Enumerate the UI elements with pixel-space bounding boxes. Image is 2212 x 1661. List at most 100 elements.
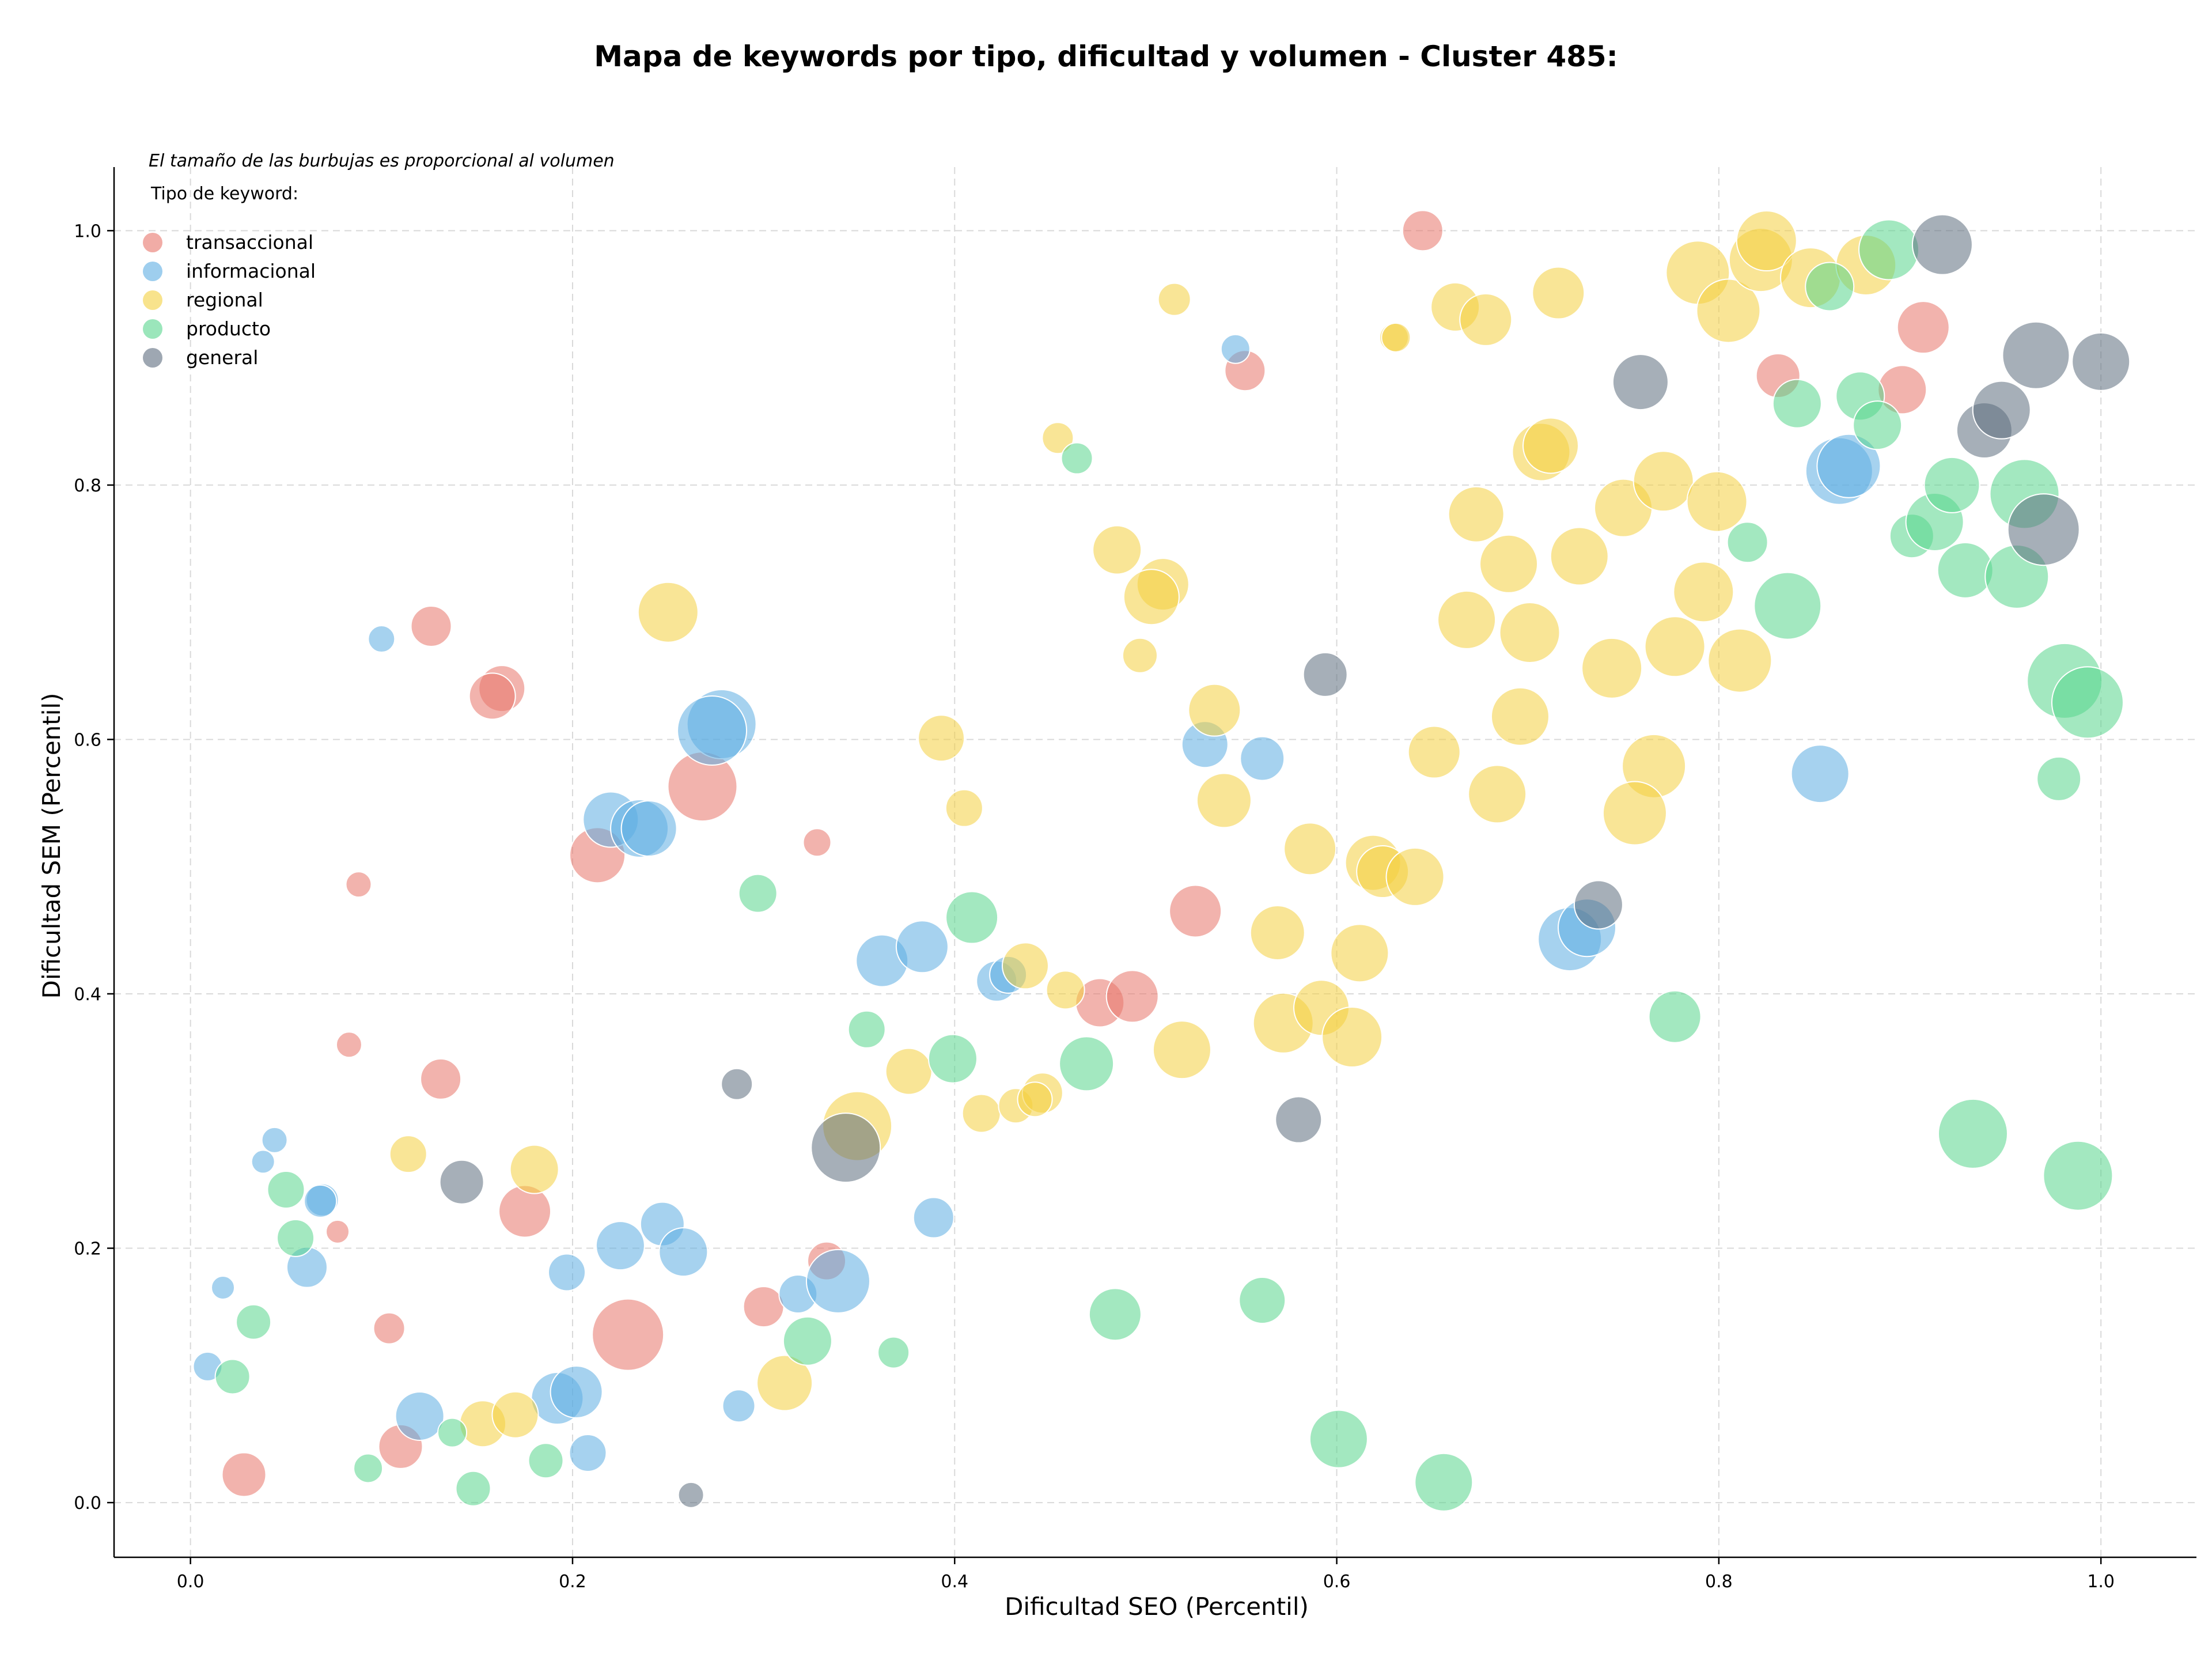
bubble-general <box>1972 380 2031 440</box>
bubble-informacional <box>304 1184 338 1218</box>
y-tick-label: 1.0 <box>74 221 101 241</box>
bubble-regional <box>1479 534 1539 593</box>
bubble-transaccional <box>345 871 372 898</box>
series-regional <box>389 210 1897 1448</box>
bubble-producto <box>1648 990 1702 1043</box>
bubble-producto <box>214 1359 251 1395</box>
bubble-regional <box>1041 422 1074 455</box>
bubble-regional <box>1017 1081 1053 1118</box>
x-tick-label: 0.2 <box>559 1572 586 1592</box>
legend-label-producto: producto <box>186 317 271 340</box>
y-tick-label: 0.8 <box>74 476 101 496</box>
bubble-producto <box>1309 1409 1368 1469</box>
legend: El tamaño de las burbujas es proporciona… <box>143 151 615 369</box>
bubble-informacional <box>550 1365 603 1419</box>
bubble-producto <box>782 1316 832 1366</box>
bubble-transaccional <box>1402 210 1444 252</box>
bubble-regional <box>1188 683 1241 737</box>
series-producto <box>214 219 2124 1512</box>
legend-marker-producto <box>143 319 162 339</box>
bubble-producto <box>1726 521 1768 563</box>
bubble-producto <box>2051 666 2124 739</box>
bubble-regional <box>491 1391 539 1439</box>
legend-label-general: general <box>186 346 258 369</box>
legend-marker-informacional <box>143 262 162 281</box>
bubble-informacional <box>1240 736 1285 781</box>
bubble-regional <box>1196 773 1252 828</box>
bubble-regional <box>1092 525 1142 575</box>
x-tick-label: 0.8 <box>1705 1572 1733 1592</box>
bubble-regional <box>1602 781 1667 846</box>
bubble-regional <box>1490 687 1550 746</box>
y-tick-label: 0.0 <box>74 1493 101 1514</box>
axes: 0.0 0.2 0.4 0.6 0.8 1.0 0.0 0.2 0.4 0.6 0.8 1.0 <box>74 167 2196 1592</box>
bubble-general <box>1302 652 1348 697</box>
bubble-regional <box>1707 628 1772 693</box>
legend-marker-general <box>143 348 162 368</box>
legend-label-informacional: informacional <box>186 260 316 282</box>
bubble-producto <box>1772 379 1822 429</box>
bubble-informacional <box>677 695 748 766</box>
bubble-regional <box>1459 293 1513 346</box>
legend-label-regional: regional <box>186 289 263 311</box>
bubble-regional <box>1157 282 1191 316</box>
bubble-regional <box>1696 278 1761 343</box>
bubble-general <box>1573 880 1623 930</box>
bubble-general <box>810 1113 881 1183</box>
bubble-regional <box>1633 451 1694 512</box>
bubble-transaccional <box>410 605 452 647</box>
bubble-general <box>677 1481 704 1508</box>
series-general <box>439 214 2131 1508</box>
bubble-producto <box>738 873 778 913</box>
bubble-regional <box>1550 527 1609 586</box>
bubble-transaccional <box>1105 970 1159 1023</box>
bubble-regional <box>918 714 965 762</box>
bubble-informacional <box>722 1389 756 1423</box>
bubble-producto <box>1088 1288 1142 1341</box>
bubble-regional <box>1532 266 1585 320</box>
bubble-regional <box>1330 924 1389 983</box>
bubble-informacional <box>1816 433 1881 498</box>
bubble-producto <box>1858 219 1920 281</box>
bubble-general <box>439 1159 484 1205</box>
bubble-transaccional <box>498 1185 552 1238</box>
bubble-producto <box>455 1470 491 1507</box>
bubble-regional <box>637 581 699 643</box>
bubble-informacional <box>658 1227 709 1277</box>
bubble-transaccional <box>373 1312 406 1345</box>
bubble-producto <box>437 1417 468 1448</box>
bubble-regional <box>1122 637 1158 674</box>
bubble-transaccional <box>1169 884 1222 938</box>
bubble-regional <box>1152 1020 1211 1080</box>
bubble-informacional <box>620 800 677 857</box>
bubble-regional <box>1686 471 1748 532</box>
bubble-producto <box>1923 456 1980 513</box>
legend-marker-regional <box>143 290 162 310</box>
x-axis-label: Dificultad SEO (Percentil) <box>1005 1592 1309 1621</box>
bubble-general <box>1275 1096 1323 1144</box>
bubble-informacional <box>912 1197 955 1239</box>
legend-label-transaccional: transaccional <box>186 231 313 253</box>
bubble-producto <box>1414 1452 1474 1512</box>
bubble-transaccional <box>325 1219 350 1244</box>
bubble-regional <box>1499 602 1560 664</box>
bubble-transaccional <box>420 1058 462 1100</box>
y-tick-label: 0.6 <box>74 730 101 750</box>
bubble-producto <box>1805 262 1855 312</box>
bubble-transaccional <box>468 672 516 720</box>
bubble-producto <box>1238 1277 1286 1325</box>
bubble-regional <box>1123 569 1180 626</box>
bubble-producto <box>945 891 999 944</box>
bubble-informacional <box>211 1275 236 1300</box>
x-tick-label: 0.6 <box>1323 1572 1351 1592</box>
bubble-producto <box>847 1010 886 1049</box>
bubble-informacional <box>1220 334 1251 364</box>
series-transaccional <box>221 210 1950 1497</box>
bubble-transaccional <box>335 1031 362 1058</box>
bubble-regional <box>961 1094 1001 1133</box>
bubble-informacional <box>395 1391 445 1441</box>
bubble-regional <box>1385 847 1445 906</box>
bubble-regional <box>1407 725 1461 779</box>
bubble-producto <box>267 1170 305 1209</box>
